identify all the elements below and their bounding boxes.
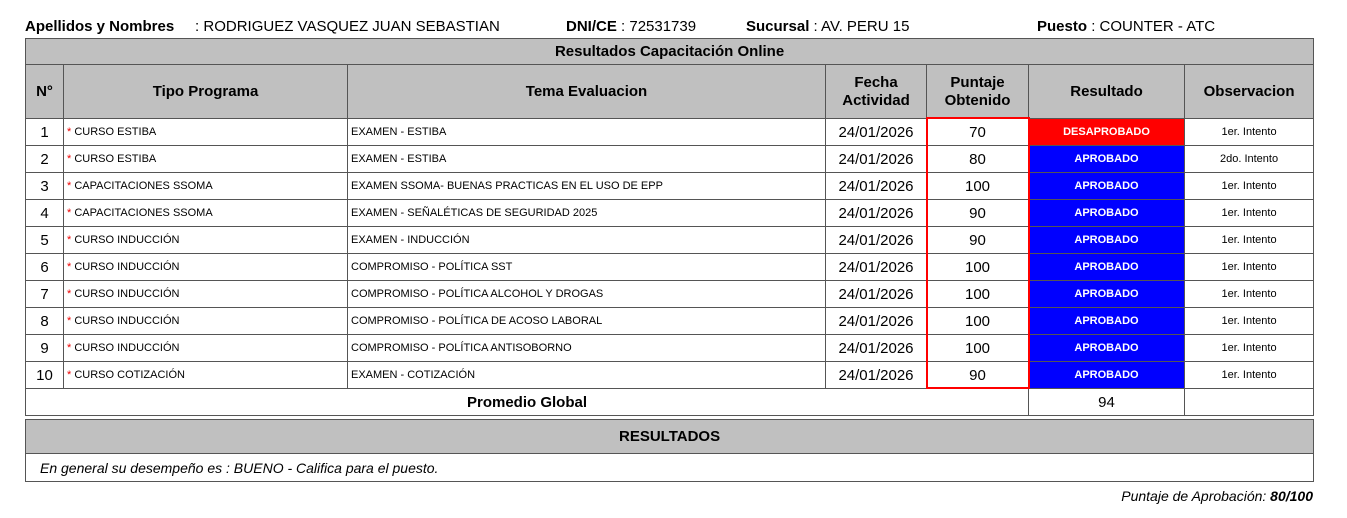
fecha-actividad: 24/01/2026 [825,334,927,362]
results-title: RESULTADOS [24,419,1315,454]
puntaje: 100 [926,280,1029,308]
promedio-label: Promedio Global [25,388,1029,416]
tema-evaluacion: EXAMEN - SEÑALÉTICAS DE SEGURIDAD 2025 [347,199,826,227]
tema-evaluacion: EXAMEN - INDUCCIÓN [347,226,826,254]
results-table: Resultados Capacitación Online N° Tipo Pr… [24,38,1315,482]
fecha-actividad: 24/01/2026 [825,172,927,200]
observacion: 1er. Intento [1183,307,1315,335]
tipo-programa: * CURSO INDUCCIÓN [63,334,348,362]
sucursal-field: Sucursal : AV. PERU 15 [746,18,910,35]
tipo-programa: * CURSO INDUCCIÓN [63,226,348,254]
fecha-actividad: 24/01/2026 [825,280,927,308]
resultado-badge: APROBADO [1028,280,1185,308]
fecha-actividad: 24/01/2026 [825,199,927,227]
row-number: 9 [25,334,64,362]
tema-evaluacion: COMPROMISO - POLÍTICA SST [347,253,826,281]
dni-field: DNI/CE : 72531739 [566,18,697,35]
column-header: N° [25,64,64,119]
resultado-badge: APROBADO [1028,172,1185,200]
approval-score: Puntaje de Aprobación: 80/100 [1121,488,1313,504]
tipo-programa: * CURSO INDUCCIÓN [63,280,348,308]
fecha-actividad: 24/01/2026 [825,118,927,146]
puntaje: 100 [926,172,1029,200]
row-number: 1 [25,118,64,146]
row-number: 6 [25,253,64,281]
table-row: 3 * CAPACITACIONES SSOMA EXAMEN SSOMA- B… [25,172,1315,200]
puntaje: 90 [926,226,1029,254]
tema-evaluacion: EXAMEN SSOMA- BUENAS PRACTICAS EN EL USO… [347,172,826,200]
column-header: Observacion [1183,64,1315,119]
tema-evaluacion: EXAMEN - COTIZACIÓN [347,361,826,389]
puntaje: 70 [926,118,1029,146]
fecha-actividad: 24/01/2026 [825,253,927,281]
puntaje: 100 [926,253,1029,281]
tema-evaluacion: EXAMEN - ESTIBA [347,145,826,173]
observacion: 1er. Intento [1183,226,1315,254]
results-text: En general su desempeño es : BUENO - Cal… [24,453,1315,482]
observacion: 1er. Intento [1183,253,1315,281]
observacion: 1er. Intento [1183,118,1315,146]
table-row: 1 * CURSO ESTIBA EXAMEN - ESTIBA 24/01/2… [25,118,1315,146]
name-field: Apellidos y Nombres : RODRIGUEZ VASQUEZ … [25,18,500,35]
resultado-badge: APROBADO [1028,334,1185,362]
tipo-programa: * CAPACITACIONES SSOMA [63,199,348,227]
observacion: 1er. Intento [1183,199,1315,227]
observacion: 1er. Intento [1183,334,1315,362]
row-number: 10 [25,361,64,389]
observacion: 2do. Intento [1183,145,1315,173]
tema-evaluacion: EXAMEN - ESTIBA [347,118,826,146]
resultado-badge: APROBADO [1028,145,1185,173]
table-row: 6 * CURSO INDUCCIÓN COMPROMISO - POLÍTIC… [25,253,1315,281]
row-number: 4 [25,199,64,227]
row-number: 2 [25,145,64,173]
table-row: 10 * CURSO COTIZACIÓN EXAMEN - COTIZACIÓ… [25,361,1315,389]
tipo-programa: * CAPACITACIONES SSOMA [63,172,348,200]
puntaje: 80 [926,145,1029,173]
tema-evaluacion: COMPROMISO - POLÍTICA ALCOHOL Y DROGAS [347,280,826,308]
column-header: Puntaje Obtenido [926,64,1029,119]
tipo-programa: * CURSO INDUCCIÓN [63,253,348,281]
row-number: 3 [25,172,64,200]
puntaje: 100 [926,307,1029,335]
fecha-actividad: 24/01/2026 [825,307,927,335]
fecha-actividad: 24/01/2026 [825,145,927,173]
tema-evaluacion: COMPROMISO - POLÍTICA ANTISOBORNO [347,334,826,362]
resultado-badge: DESAPROBADO [1028,118,1185,146]
column-header: Tipo Programa [63,64,348,119]
observacion: 1er. Intento [1183,280,1315,308]
tipo-programa: * CURSO COTIZACIÓN [63,361,348,389]
tema-evaluacion: COMPROMISO - POLÍTICA DE ACOSO LABORAL [347,307,826,335]
fecha-actividad: 24/01/2026 [825,226,927,254]
table-row: 9 * CURSO INDUCCIÓN COMPROMISO - POLÍTIC… [25,334,1315,362]
puntaje: 100 [926,334,1029,362]
fecha-actividad: 24/01/2026 [825,361,927,389]
table-row: 8 * CURSO INDUCCIÓN COMPROMISO - POLÍTIC… [25,307,1315,335]
resultado-badge: APROBADO [1028,199,1185,227]
resultado-badge: APROBADO [1028,226,1185,254]
column-header: Fecha Actividad [825,64,927,119]
observacion: 1er. Intento [1183,172,1315,200]
resultado-badge: APROBADO [1028,307,1185,335]
row-number: 7 [25,280,64,308]
table-row: 5 * CURSO INDUCCIÓN EXAMEN - INDUCCIÓN 2… [25,226,1315,254]
puntaje: 90 [926,361,1029,389]
column-header: Resultado [1028,64,1185,119]
table-row: 2 * CURSO ESTIBA EXAMEN - ESTIBA 24/01/2… [25,145,1315,173]
row-number: 8 [25,307,64,335]
tipo-programa: * CURSO ESTIBA [63,118,348,146]
table-title: Resultados Capacitación Online [24,38,1315,65]
table-row: 4 * CAPACITACIONES SSOMA EXAMEN - SEÑALÉ… [25,199,1315,227]
puntaje: 90 [926,199,1029,227]
tipo-programa: * CURSO INDUCCIÓN [63,307,348,335]
resultado-badge: APROBADO [1028,361,1185,389]
row-number: 5 [25,226,64,254]
table-row: 7 * CURSO INDUCCIÓN COMPROMISO - POLÍTIC… [25,280,1315,308]
promedio-value: 94 [1028,388,1185,416]
tipo-programa: * CURSO ESTIBA [63,145,348,173]
resultado-badge: APROBADO [1028,253,1185,281]
puesto-field: Puesto : COUNTER - ATC [1037,18,1216,35]
observacion: 1er. Intento [1183,361,1315,389]
column-header: Tema Evaluacion [347,64,826,119]
